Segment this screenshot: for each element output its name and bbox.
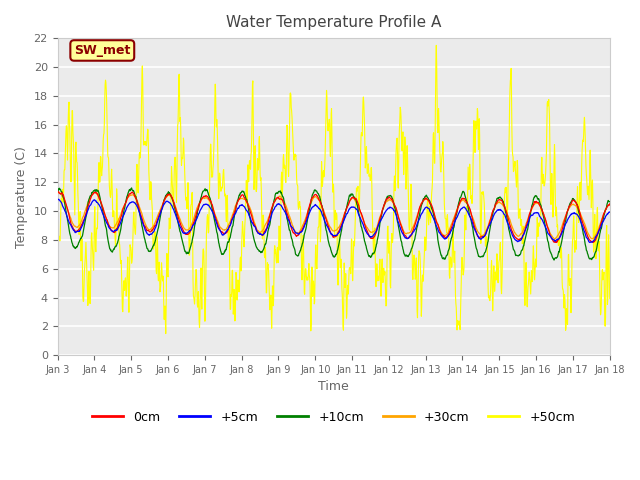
Title: Water Temperature Profile A: Water Temperature Profile A — [226, 15, 442, 30]
X-axis label: Time: Time — [318, 381, 349, 394]
Y-axis label: Temperature (C): Temperature (C) — [15, 146, 28, 248]
Text: SW_met: SW_met — [74, 44, 131, 57]
Legend: 0cm, +5cm, +10cm, +30cm, +50cm: 0cm, +5cm, +10cm, +30cm, +50cm — [87, 406, 580, 429]
